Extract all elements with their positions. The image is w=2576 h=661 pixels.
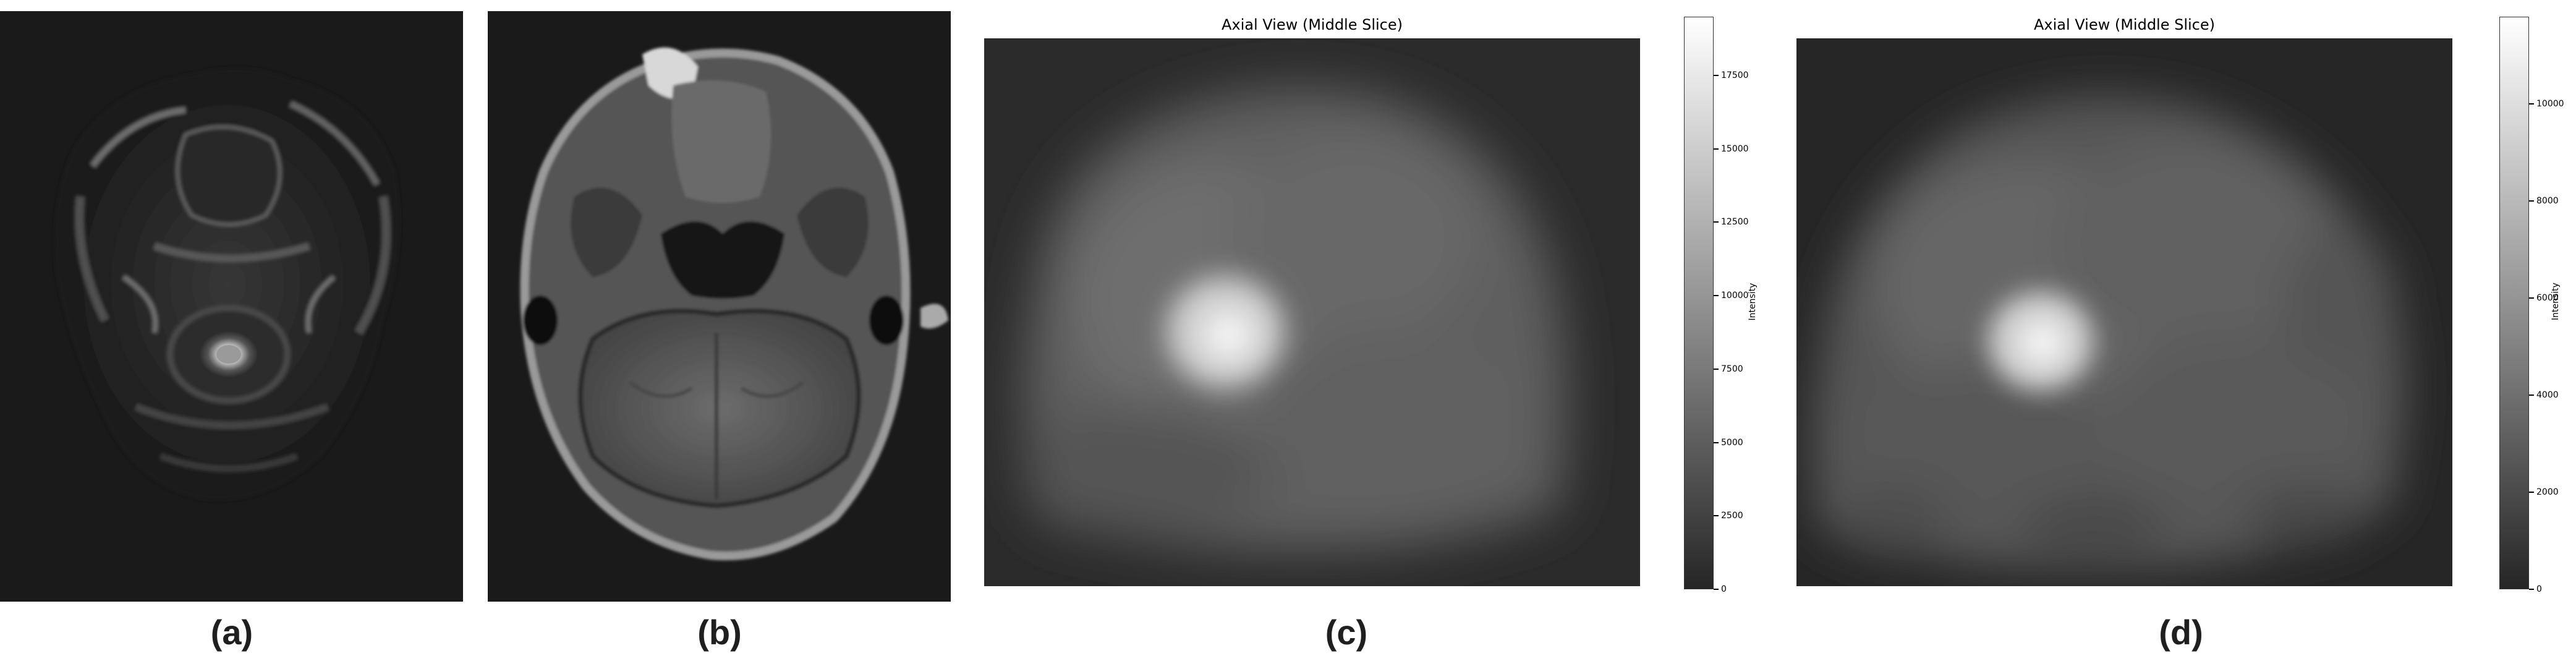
colorbar-tick-mark: [2529, 103, 2534, 105]
mri-t2-scan: [0, 11, 463, 602]
colorbar-tick-mark: [1714, 515, 1719, 517]
colorbar-tick-label: 17500: [1721, 70, 1749, 80]
colorbar-tick-label: 5000: [1721, 437, 1743, 448]
colorbar-tick-label: 8000: [2536, 196, 2559, 207]
panel-c-label: (c): [1325, 613, 1368, 652]
colorbar-tick-mark: [1714, 441, 1719, 443]
colorbar-c: [1684, 17, 1714, 589]
colorbar-tick-mark: [1714, 148, 1719, 150]
colorbar-tick-label: 0: [1721, 584, 1727, 594]
panel-d-title: Axial View (Middle Slice): [2033, 16, 2216, 33]
colorbar-tick-label: 12500: [1721, 217, 1749, 228]
colorbar-tick-label: 0: [2536, 584, 2542, 594]
colorbar-tick-label: 2500: [1721, 511, 1743, 521]
colorbar-tick-mark: [2529, 492, 2534, 493]
colorbar-d: [2499, 17, 2529, 589]
colorbar-tick-mark: [1714, 74, 1719, 76]
panel-d-label: (d): [2159, 613, 2203, 652]
panel-d-image: [1796, 38, 2452, 586]
colorbar-tick-label: 4000: [2536, 390, 2559, 401]
pet-scan-c: [984, 38, 1640, 586]
colorbar-tick-mark: [1714, 589, 1719, 590]
colorbar-tick-label: 15000: [1721, 143, 1749, 154]
colorbar-c-label: Intensity: [1748, 283, 1758, 321]
colorbar-tick-label: 7500: [1721, 364, 1743, 374]
panel-b-label: (b): [697, 613, 742, 652]
colorbar-tick-mark: [2529, 589, 2534, 590]
panel-c-image: [984, 38, 1640, 586]
panel-b-image: [488, 11, 951, 602]
mri-t1-scan: [488, 11, 951, 602]
colorbar-tick-mark: [2529, 200, 2534, 202]
colorbar-tick-mark: [1714, 368, 1719, 370]
pet-scan-d: [1796, 38, 2452, 586]
colorbar-tick-mark: [2529, 297, 2534, 299]
colorbar-tick-label: 2000: [2536, 487, 2559, 498]
colorbar-tick-mark: [1714, 221, 1719, 223]
colorbar-tick-label: 10000: [1721, 291, 1749, 301]
panel-c-title: Axial View (Middle Slice): [1221, 16, 1403, 33]
panel-a-image: [0, 11, 463, 602]
panel-a-label: (a): [210, 613, 253, 652]
colorbar-tick-mark: [2529, 394, 2534, 396]
colorbar-tick-label: 10000: [2536, 99, 2564, 109]
colorbar-tick-label: 6000: [2536, 293, 2559, 304]
colorbar-tick-mark: [1714, 295, 1719, 297]
